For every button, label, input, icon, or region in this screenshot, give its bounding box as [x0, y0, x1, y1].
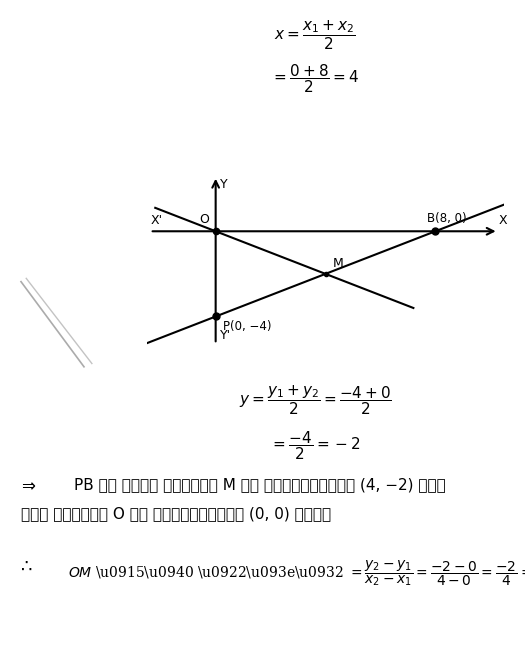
Text: X': X' — [151, 214, 163, 227]
Text: X: X — [499, 214, 507, 227]
Text: M: M — [332, 257, 343, 270]
Text: P(0, −4): P(0, −4) — [223, 320, 271, 333]
Text: $= \dfrac{-4}{2} = -2$: $= \dfrac{-4}{2} = -2$ — [270, 429, 360, 462]
Text: B(8, 0): B(8, 0) — [427, 212, 467, 225]
Text: ⇒: ⇒ — [21, 477, 35, 495]
Text: मूल बिन्दु O के निर्देशांक (0, 0) हैं।: मूल बिन्दु O के निर्देशांक (0, 0) हैं। — [21, 506, 331, 521]
Text: $= \dfrac{0+8}{2} = 4$: $= \dfrac{0+8}{2} = 4$ — [271, 62, 359, 95]
Text: $x = \dfrac{x_1 + x_2}{2}$: $x = \dfrac{x_1 + x_2}{2}$ — [274, 18, 356, 52]
Text: O: O — [199, 213, 209, 226]
Text: Y: Y — [220, 178, 227, 191]
Text: Y': Y' — [220, 329, 231, 342]
Text: $y = \dfrac{y_1 + y_2}{2} = \dfrac{-4+0}{2}$: $y = \dfrac{y_1 + y_2}{2} = \dfrac{-4+0}… — [238, 383, 392, 417]
Text: ∴: ∴ — [21, 558, 33, 576]
Text: PB का मध्य बिन्दु M के निर्देशांक (4, −2) है।: PB का मध्य बिन्दु M के निर्देशांक (4, −2… — [74, 477, 445, 492]
Text: $OM$ \u0915\u0940 \u0922\u093e\u0932 $= \dfrac{y_2 - y_1}{x_2 - x_1} = \dfrac{-2: $OM$ \u0915\u0940 \u0922\u093e\u0932 $= … — [68, 558, 525, 588]
